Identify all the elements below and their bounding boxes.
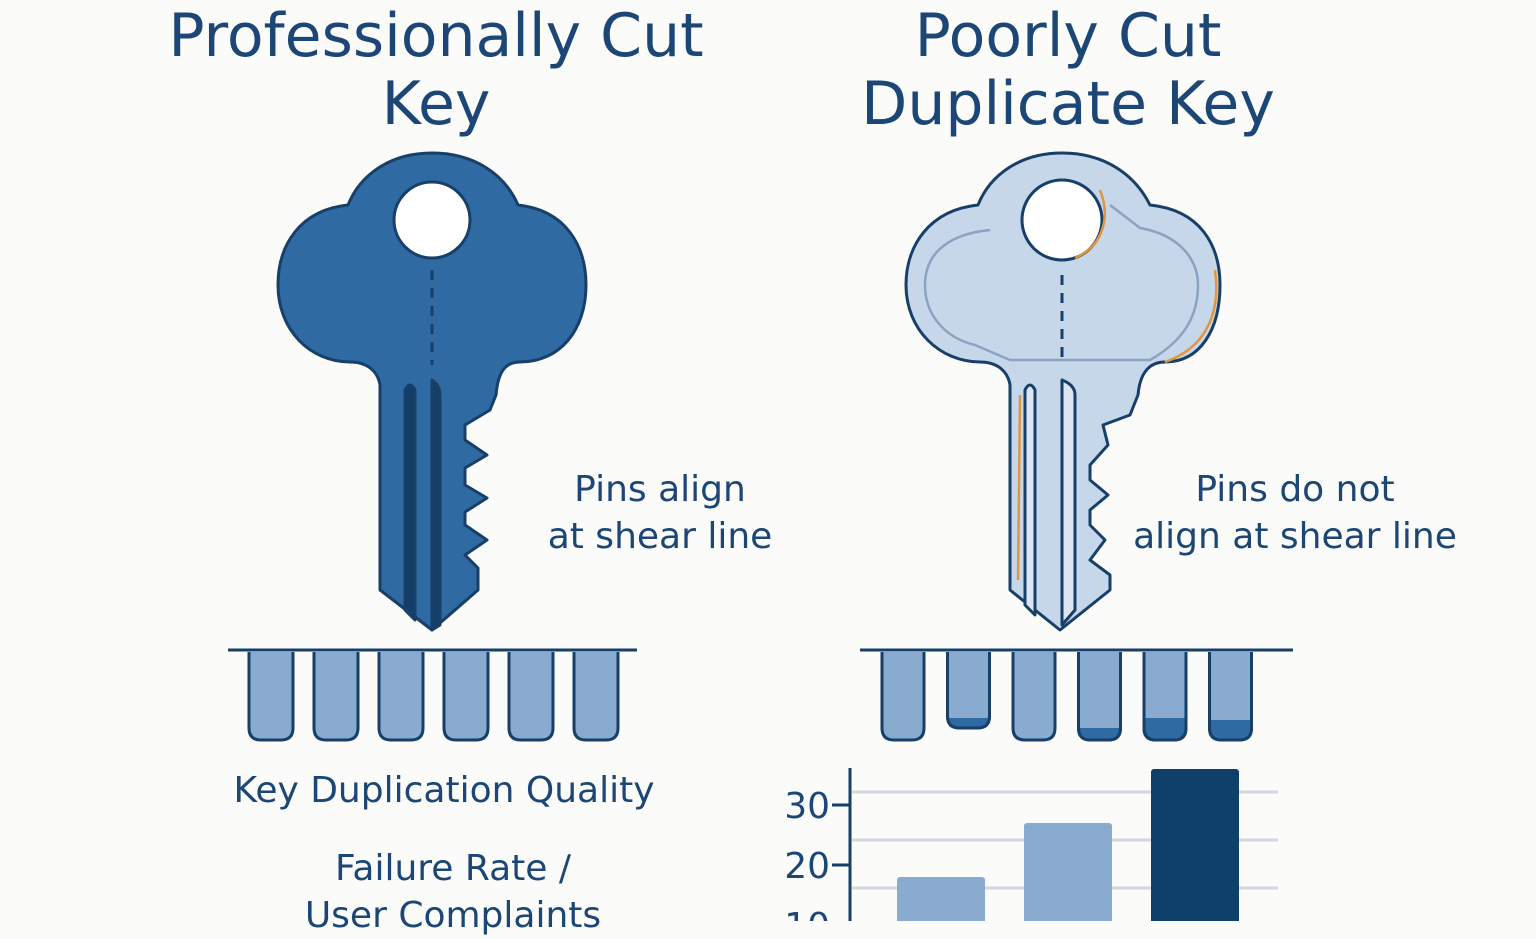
pin-misaligned-segment — [946, 715, 991, 730]
pin-misaligned-segment — [1077, 727, 1122, 742]
pin — [377, 652, 425, 742]
left-caption: Pins align at shear line — [520, 466, 800, 560]
chart-subheading: Failure Rate / User Complaints — [253, 845, 653, 939]
misaligned-pins — [860, 648, 1293, 742]
left-caption-line1: Pins align — [574, 469, 746, 510]
right-title: Poorly Cut Duplicate Key — [768, 2, 1368, 138]
right-caption-line1: Pins do not — [1195, 469, 1395, 510]
pin — [572, 652, 620, 742]
chart-heading: Key Duplication Quality — [233, 770, 655, 811]
pin — [946, 652, 991, 730]
right-title-line1: Poorly Cut — [914, 1, 1222, 71]
bar — [1151, 769, 1239, 921]
aligned-pins — [228, 648, 637, 742]
left-title-line1: Professionally Cut — [168, 1, 704, 71]
pin — [247, 652, 295, 742]
left-title: Professionally Cut Key — [136, 2, 736, 138]
right-title-line2: Duplicate Key — [861, 69, 1275, 139]
y-tick-label: 30 — [784, 786, 830, 827]
pin — [1011, 652, 1057, 742]
pin-misaligned-segment — [1208, 720, 1253, 742]
y-tick-label: 10 — [784, 906, 830, 921]
left-title-line2: Key — [381, 69, 491, 139]
chart-subheading-line2: User Complaints — [304, 895, 602, 936]
bar-chart: 10 20 30 — [784, 768, 1278, 921]
pin — [312, 652, 360, 742]
bar — [897, 877, 985, 921]
y-tick-label: 20 — [784, 846, 830, 887]
left-caption-line2: at shear line — [547, 516, 773, 557]
pin — [507, 652, 555, 742]
pin — [442, 652, 490, 742]
good-key-icon — [276, 151, 588, 632]
pin-misaligned-segment — [1142, 718, 1188, 742]
right-caption: Pins do not align at shear line — [1120, 466, 1470, 560]
chart-subheading-line1: Failure Rate / — [334, 848, 571, 889]
poor-key-icon — [904, 151, 1222, 632]
pin — [1077, 652, 1122, 742]
right-caption-line2: align at shear line — [1133, 516, 1457, 557]
pin — [880, 652, 926, 742]
bar — [1024, 823, 1112, 921]
